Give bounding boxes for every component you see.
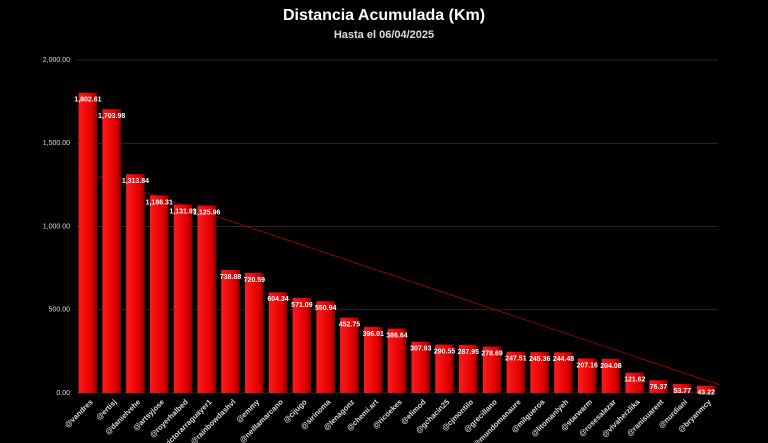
bar [102, 109, 121, 394]
value-label: 1,313.84 [122, 178, 149, 185]
bar [340, 317, 359, 393]
bar [126, 174, 145, 393]
bar [649, 380, 668, 393]
value-label: 245.36 [529, 356, 551, 363]
value-label: 278.69 [481, 350, 503, 357]
bar [245, 273, 264, 393]
value-label: 386.64 [386, 332, 408, 339]
bar [78, 92, 98, 394]
bar [292, 297, 312, 393]
chart-subtitle: Hasta el 06/04/2025 [334, 29, 434, 41]
value-label: 76.37 [650, 384, 668, 391]
chart-title: Distancia Acumulada (Km) [283, 7, 485, 24]
bar [601, 359, 621, 393]
bar [435, 344, 454, 393]
bar [482, 346, 502, 393]
bar [221, 269, 240, 393]
bar [625, 372, 645, 393]
value-label: 550.94 [315, 305, 337, 312]
value-label: 207.16 [577, 362, 599, 369]
bar [363, 327, 383, 393]
bar [173, 204, 193, 393]
value-label: 307.93 [410, 346, 432, 353]
bar [506, 351, 526, 393]
value-label: 1,131.93 [169, 208, 196, 215]
value-label: 43.22 [697, 390, 715, 397]
bar [316, 301, 335, 393]
bar [149, 195, 169, 393]
value-label: 604.34 [267, 296, 289, 303]
y-tick-label: 500.00 [49, 307, 71, 314]
y-tick-label: 0.00 [56, 390, 70, 397]
bar [197, 205, 217, 393]
value-label: 720.59 [244, 277, 266, 284]
value-label: 247.51 [505, 356, 527, 363]
value-label: 290.55 [434, 348, 456, 355]
value-label: 287.95 [458, 349, 480, 356]
value-label: 204.08 [600, 363, 622, 370]
value-label: 121.62 [624, 377, 646, 384]
bar [673, 384, 692, 393]
value-label: 452.75 [339, 321, 361, 328]
y-tick-label: 1,000.00 [43, 223, 70, 230]
value-label: 1,125.96 [193, 209, 220, 216]
value-label: 396.01 [363, 331, 385, 338]
value-label: 738.88 [220, 274, 242, 281]
bar [411, 341, 431, 393]
bar [387, 328, 407, 393]
value-label: 53.77 [674, 388, 692, 395]
bar [530, 352, 549, 393]
bar [459, 345, 478, 393]
value-label: 1,186.31 [146, 199, 173, 206]
value-label: 1,703.98 [98, 113, 125, 120]
value-label: 571.09 [291, 302, 313, 309]
value-label: 1,802.61 [74, 97, 101, 104]
bar [696, 385, 716, 393]
bar [554, 352, 573, 393]
bar [577, 358, 597, 393]
value-label: 244.48 [553, 356, 575, 363]
bar [268, 292, 288, 393]
x-tick-label: @vandres [63, 397, 95, 429]
y-tick-label: 2,000.00 [43, 57, 70, 64]
y-tick-label: 1,500.00 [43, 140, 70, 147]
